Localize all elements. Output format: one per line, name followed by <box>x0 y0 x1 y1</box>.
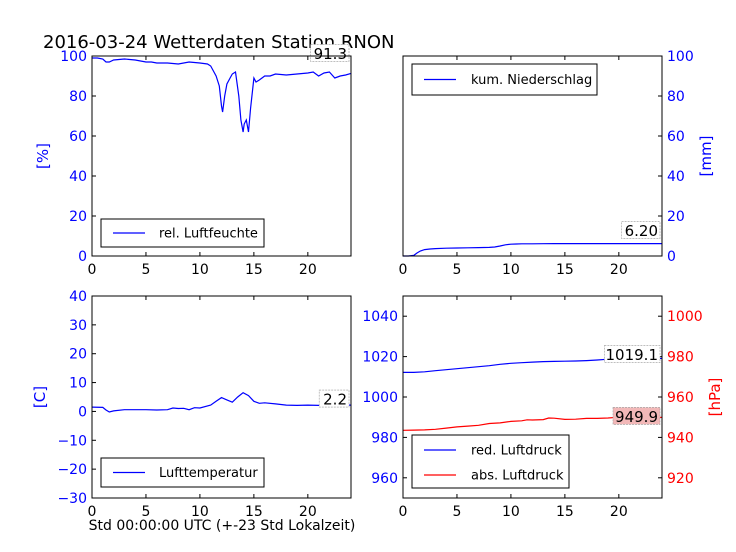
bottom-left-series-line <box>91 391 351 413</box>
top-right-value-label: 6.20 <box>625 222 658 240</box>
top-left-y-tick-label: 100 <box>60 49 87 65</box>
bottom-right-y-tick-label: 1020 <box>362 350 398 366</box>
bottom-right-x-tick-label: 10 <box>502 504 520 520</box>
bottom-left-x-tick-label: 5 <box>141 504 150 520</box>
bottom-right-legend-box <box>411 434 570 489</box>
top-right-y-tick-label: 100 <box>667 49 694 65</box>
bottom-right-y-tick-label: 920 <box>667 471 694 487</box>
bottom-right-y-tick-label: 960 <box>371 471 398 487</box>
bottom-left-y-tick-label: 40 <box>69 289 87 305</box>
bottom-right-legend-label: red. Luftdruck <box>471 444 562 459</box>
bottom-right-x-tick-label: 0 <box>399 504 408 520</box>
top-left-chart: 0 20 40 60 80 100 [%] 91.3 0 5 10 15 20 rel. Luftfeuc… <box>34 44 352 278</box>
top-right-y-tick-label: 60 <box>667 129 685 145</box>
bottom-right-value-label-box <box>604 345 661 363</box>
top-right-value-label-box <box>621 221 661 239</box>
top-left-plot-frame <box>91 55 352 257</box>
top-left-y-axis-label: [%] <box>34 143 52 169</box>
bottom-right-plot-frame <box>402 295 663 499</box>
bottom-left-x-tick-label: 0 <box>88 504 97 520</box>
bottom-right-x-tick-label: 15 <box>556 504 574 520</box>
bottom-left-y-axis-label: [C] <box>31 386 49 408</box>
bottom-right-y-tick-label: 980 <box>371 430 398 446</box>
top-right-series-line <box>403 243 662 257</box>
bottom-left-y-tick-label: 10 <box>69 376 87 392</box>
top-left-series-line <box>92 57 352 133</box>
top-left-x-tick-label: 20 <box>299 262 317 278</box>
bottom-right-x-tick-label: 5 <box>452 504 461 520</box>
top-right-plot-frame <box>402 55 663 257</box>
top-left-y-tick-label: 20 <box>69 209 87 225</box>
top-right-y-tick-label: 40 <box>667 169 685 185</box>
top-left-x-tick-label: 15 <box>245 262 263 278</box>
bottom-right-y-tick-label: 980 <box>667 350 694 366</box>
bottom-right-y-axis-label: [hPa] <box>706 378 724 417</box>
top-right-legend-label: kum. Niederschlag <box>471 73 592 88</box>
bottom-right-y-tick-label: 940 <box>667 430 694 446</box>
top-left-y-tick-label: 60 <box>69 129 87 145</box>
top-left-x-tick-label: 10 <box>191 262 209 278</box>
top-left-x-tick-label: 5 <box>141 262 150 278</box>
bottom-right-x-tick-label: 20 <box>610 504 628 520</box>
bottom-left-x-tick-label: 15 <box>245 504 263 520</box>
bottom-left-x-tick-label: 20 <box>299 504 317 520</box>
bottom-right-y-tick-label: 1000 <box>362 390 398 406</box>
bottom-left-y-tick-label: −30 <box>57 491 87 507</box>
top-right-y-tick-label: 80 <box>667 89 685 105</box>
bottom-left-legend-label: Lufttemperatur <box>159 466 258 481</box>
bottom-left-chart: −30 −20 −10 0 10 20 30 40 [C] 2.2 0 5 10 15 20 Lufttemp… <box>31 289 352 520</box>
top-right-y-tick-label: 0 <box>667 249 676 265</box>
bottom-right-y-tick-label: 1000 <box>667 309 703 325</box>
top-left-legend-label: rel. Luftfeuchte <box>159 227 258 242</box>
top-right-chart: 0 20 40 60 80 100 [mm] 6.20 0 5 10 15 20 kum. Nieders… <box>399 49 715 278</box>
bottom-left-y-tick-label: 0 <box>78 404 87 420</box>
bottom-right-chart: 9609801000102010409209409609801000[hPa]1… <box>362 295 724 520</box>
footer-xlabel: Std 00:00:00 UTC (+-23 Std Lokalzeit) <box>89 518 356 534</box>
bottom-left-y-tick-label: 30 <box>69 318 87 334</box>
top-left-y-tick-label: 40 <box>69 169 87 185</box>
bottom-right-value-label: 1019.1 <box>606 346 659 364</box>
bottom-left-y-tick-label: −20 <box>57 462 87 478</box>
top-right-x-tick-label: 5 <box>452 262 461 278</box>
bottom-left-value-label-box <box>318 389 350 408</box>
top-right-x-tick-label: 10 <box>502 262 520 278</box>
bottom-right-y-tick-label: 1040 <box>362 309 398 325</box>
bottom-left-value-label: 2.2 <box>323 391 347 409</box>
bottom-right-value-label: 949.9 <box>615 408 658 426</box>
top-left-value-label: 91.3 <box>314 45 347 63</box>
top-right-x-tick-label: 20 <box>610 262 628 278</box>
top-left-value-label-box <box>310 44 350 62</box>
top-right-y-tick-label: 20 <box>667 209 685 225</box>
figure-title: 2016-03-24 Wetterdaten Station RNON <box>43 32 394 53</box>
bottom-left-x-tick-label: 10 <box>191 504 209 520</box>
top-right-y-axis-label: [mm] <box>697 136 715 177</box>
top-right-x-tick-label: 15 <box>556 262 574 278</box>
top-left-x-tick-label: 0 <box>88 262 97 278</box>
bottom-left-y-tick-label: −10 <box>57 433 87 449</box>
bottom-left-y-tick-label: 20 <box>69 347 87 363</box>
top-left-y-tick-label: 80 <box>69 89 87 105</box>
top-left-y-tick-label: 0 <box>78 249 87 265</box>
bottom-right-legend-label: abs. Luftdruck <box>471 469 564 484</box>
bottom-right-y-tick-label: 960 <box>667 390 694 406</box>
bottom-left-plot-frame <box>91 295 352 499</box>
bottom-right-value-label-box <box>612 407 661 425</box>
top-right-x-tick-label: 0 <box>399 262 408 278</box>
